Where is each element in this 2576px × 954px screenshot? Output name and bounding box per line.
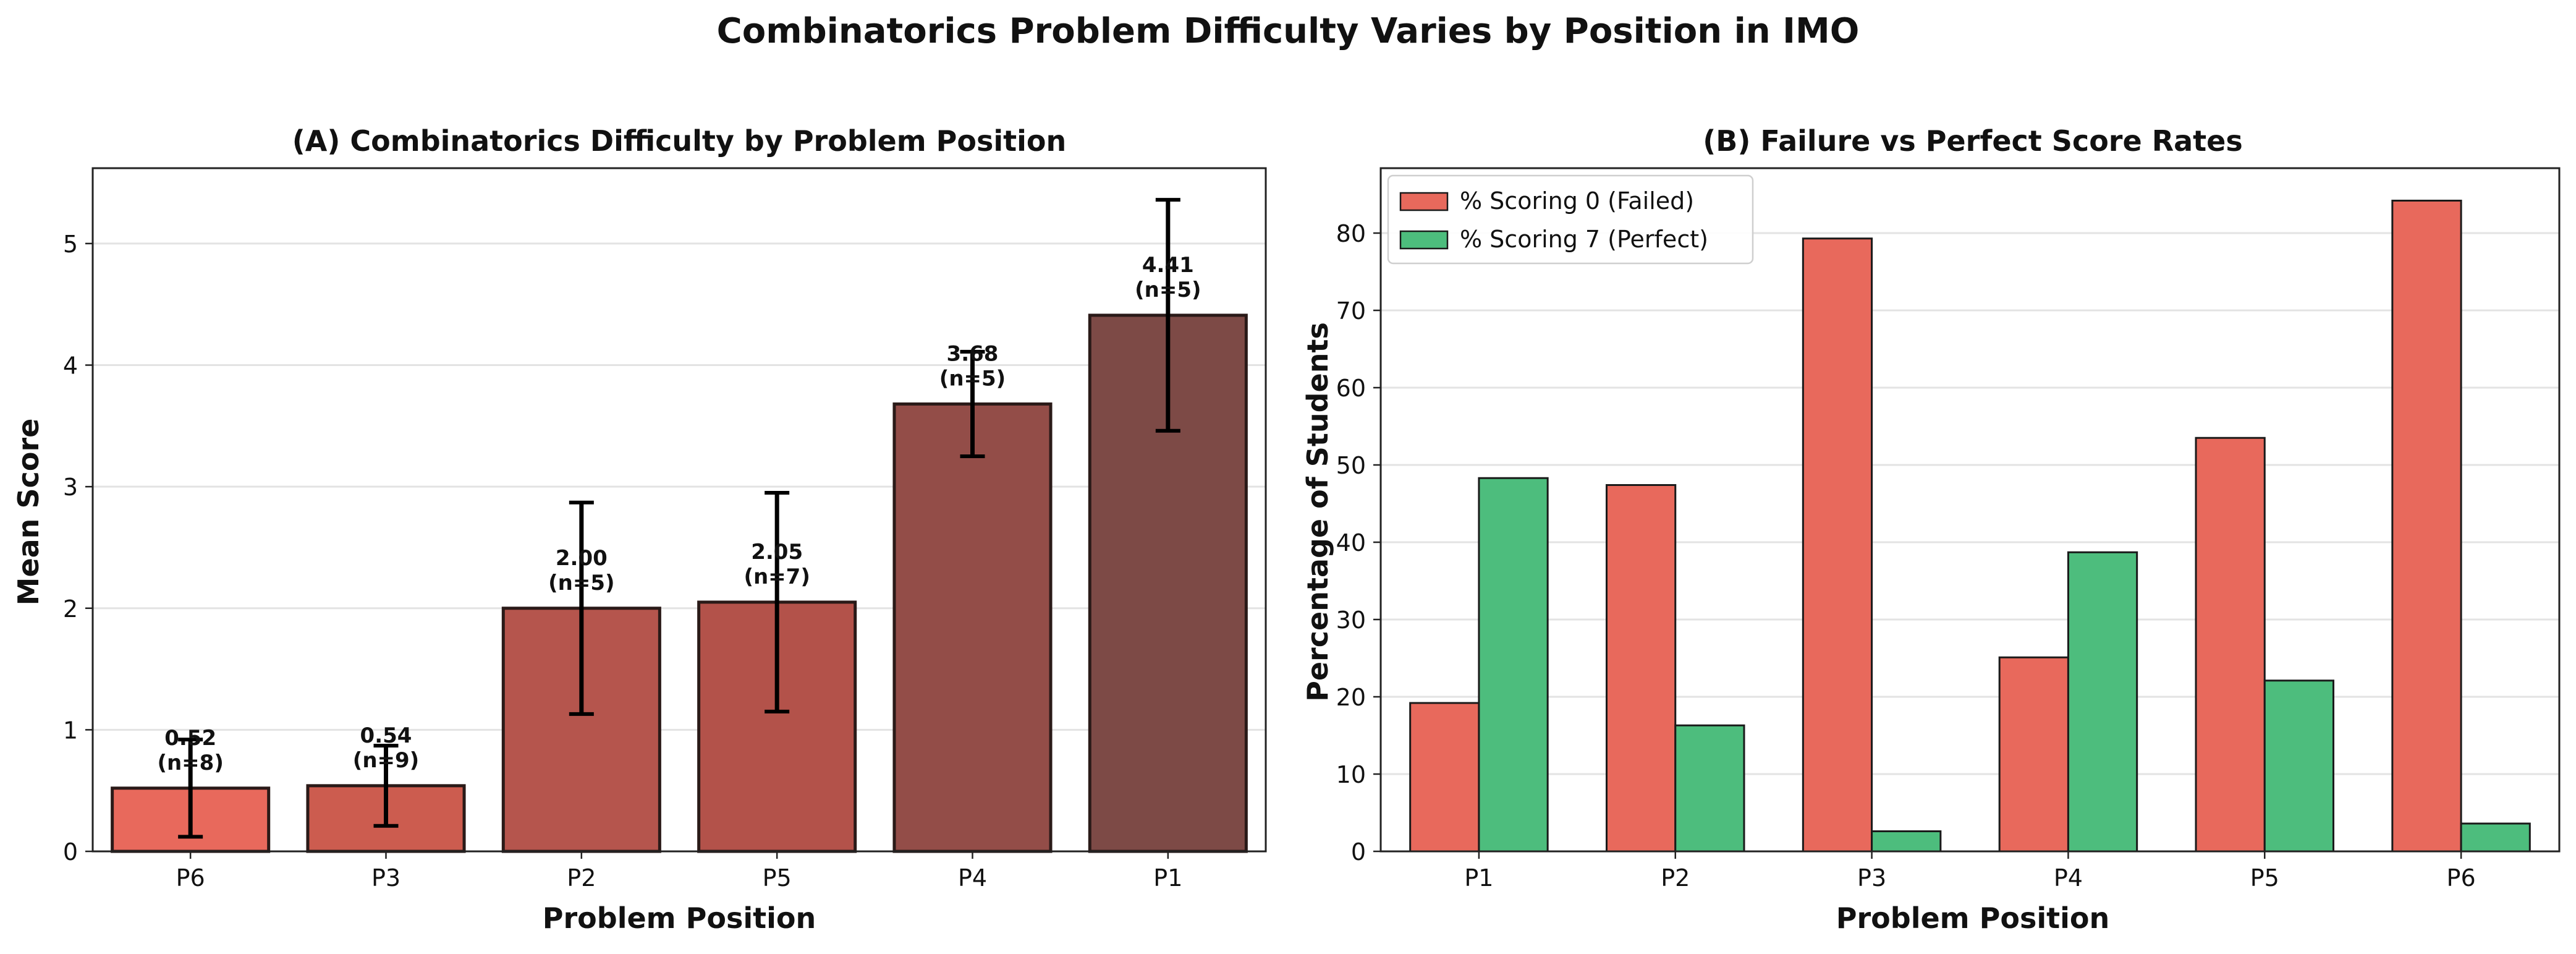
failed-bar-p1 <box>1409 702 1480 853</box>
y-tick-label: 5 <box>63 231 78 258</box>
y-tick-label: 20 <box>1336 684 1366 711</box>
y-tick-label: 3 <box>63 474 78 501</box>
legend-swatch <box>1399 192 1449 211</box>
y-tick-label: 0 <box>63 838 78 866</box>
n-label: (n=8) <box>157 751 223 775</box>
perfect-bar-p4 <box>2067 551 2138 853</box>
value-label: 4.41 <box>1142 253 1194 278</box>
x-tick-label: P6 <box>176 864 205 892</box>
x-tick-label: P4 <box>958 864 987 892</box>
n-label: (n=9) <box>353 748 419 773</box>
legend-label: % Scoring 7 (Perfect) <box>1460 226 1708 253</box>
legend: % Scoring 0 (Failed) % Scoring 7 (Perfect… <box>1387 174 1754 265</box>
perfect-bar-p2 <box>1674 724 1745 853</box>
y-tick-label: 80 <box>1336 220 1366 247</box>
x-tick-label: P3 <box>1857 864 1886 892</box>
legend-swatch <box>1399 230 1449 250</box>
chart-a-xlabel: Problem Position <box>543 901 816 935</box>
x-tick-label: P5 <box>2250 864 2279 892</box>
x-tick-label: P5 <box>763 864 792 892</box>
chart-b-title: (B) Failure vs Perfect Score Rates <box>1703 124 2242 158</box>
failed-bar-p6 <box>2391 200 2462 853</box>
n-label: (n=5) <box>939 366 1006 391</box>
y-tick-label: 70 <box>1336 297 1366 325</box>
chart-a-ylabel: Mean Score <box>12 419 45 606</box>
y-tick-label: 30 <box>1336 607 1366 634</box>
y-tick-label: 2 <box>63 595 78 623</box>
n-label: (n=5) <box>1135 278 1201 302</box>
perfect-bar-p5 <box>2263 679 2334 853</box>
y-tick-label: 10 <box>1336 761 1366 788</box>
x-tick-label: P4 <box>2054 864 2083 892</box>
value-label: 3.68 <box>947 341 999 366</box>
y-tick-label: 1 <box>63 717 78 744</box>
chart-b-xlabel: Problem Position <box>1836 901 2109 935</box>
perfect-bar-p6 <box>2460 822 2531 853</box>
failed-bar-p4 <box>1998 656 2069 853</box>
failed-bar-p3 <box>1802 237 1873 853</box>
x-tick-label: P2 <box>567 864 596 892</box>
figure-title: Combinatorics Problem Difficulty Varies … <box>716 11 1860 51</box>
value-label: 0.52 <box>164 726 216 751</box>
chart-a-title: (A) Combinatorics Difficulty by Problem … <box>292 124 1067 158</box>
value-label: 2.05 <box>751 540 803 564</box>
x-tick-label: P2 <box>1661 864 1690 892</box>
value-label: 0.54 <box>360 723 412 748</box>
value-label: 2.00 <box>556 546 608 571</box>
chart-a: (A) Combinatorics Difficulty by Problem … <box>12 124 1267 935</box>
failed-bar-p5 <box>2195 437 2266 853</box>
y-tick-label: 40 <box>1336 529 1366 556</box>
n-label: (n=5) <box>548 571 614 595</box>
y-tick-label: 4 <box>63 352 78 380</box>
perfect-bar-p1 <box>1478 477 1549 853</box>
perfect-bar-p3 <box>1871 830 1942 853</box>
legend-label: % Scoring 0 (Failed) <box>1460 187 1694 215</box>
legend-box <box>1387 174 1754 265</box>
plot-frame <box>1379 167 2561 853</box>
failed-bar-p2 <box>1606 484 1677 853</box>
chart-b-ylabel: Percentage of Students <box>1301 322 1334 702</box>
y-tick-label: 50 <box>1336 452 1366 479</box>
x-tick-label: P3 <box>371 864 400 892</box>
chart-b: (B) Failure vs Perfect Score Rates Probl… <box>1301 124 2561 935</box>
n-label: (n=7) <box>744 564 810 589</box>
x-tick-label: P6 <box>2447 864 2476 892</box>
y-tick-label: 60 <box>1336 375 1366 402</box>
x-tick-label: P1 <box>1153 864 1182 892</box>
bar-p4 <box>892 402 1053 853</box>
x-tick-label: P1 <box>1464 864 1493 892</box>
y-tick-label: 0 <box>1351 838 1366 866</box>
plot-frame <box>91 167 1267 853</box>
